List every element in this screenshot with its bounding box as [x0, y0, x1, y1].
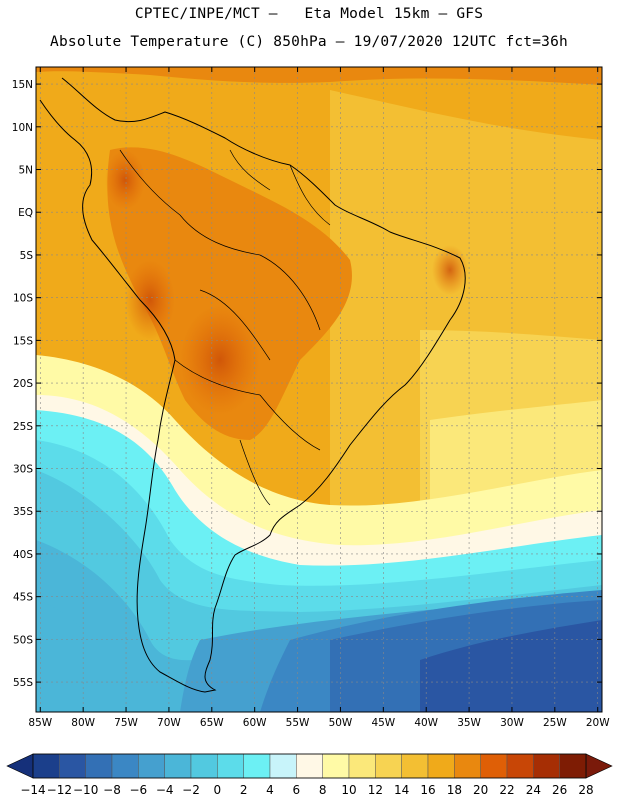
- latitude-axis: 15N 10N 5N EQ 5S 10S 15S 20S 25S 30S 35S 40S 45S 50S 5…: [12, 79, 602, 689]
- colorbar-label: 24: [526, 783, 541, 797]
- warm-north-coast: [36, 67, 602, 85]
- colorbar-label: −10: [73, 783, 98, 797]
- colorbar-label: 20: [473, 783, 488, 797]
- longitude-axis: 85W 80W 75W 70W 65W 60W 55W 50W 45W 40W 35W 30W 25W 2…: [28, 67, 610, 729]
- map-plot-area: [36, 67, 602, 712]
- colorbar-swatch: [59, 753, 86, 779]
- borders: [119, 149, 331, 506]
- lat-tick-label: 45S: [13, 592, 33, 604]
- band-blue-deeper: [420, 620, 602, 712]
- colorbar-label: 14: [394, 783, 409, 797]
- colorbar-swatch: [375, 753, 402, 779]
- colorbar-swatch: [506, 753, 534, 779]
- colorbar-label: −4: [156, 783, 174, 797]
- colorbar-swatch: [164, 753, 192, 779]
- lat-tick-label: 5N: [18, 165, 33, 177]
- land-warm-core: [107, 147, 352, 440]
- colorbar-swatch: [348, 753, 376, 779]
- colorbar-swatch: [138, 753, 165, 779]
- lat-tick-label: 10S: [13, 293, 33, 305]
- lat-tick-label: 35S: [13, 506, 33, 518]
- colorbar-swatch: [85, 753, 113, 779]
- colorbar-swatch: [32, 753, 60, 779]
- map-title-line-2: Absolute Temperature (C) 850hPa – 19/07/…: [50, 34, 568, 50]
- warm-blob-andes: [125, 260, 175, 340]
- colorbar-swatch: [111, 753, 139, 779]
- lon-tick-label: 60W: [243, 717, 267, 729]
- graticule: [36, 67, 602, 712]
- colorbar-swatch: [269, 753, 297, 779]
- map-title-line-1: CPTEC/INPE/MCT – Eta Model 15km – GFS: [134, 6, 484, 22]
- lat-tick-label: 25S: [13, 421, 33, 433]
- lat-tick-label: 40S: [13, 549, 33, 561]
- colorbar-label: 2: [240, 783, 248, 797]
- colorbar-label: 4: [266, 783, 274, 797]
- colorbar-swatch: [427, 753, 455, 779]
- colorbar-frame: [32, 753, 587, 779]
- colorbar-label: 16: [420, 783, 435, 797]
- lat-tick-label: 15N: [12, 79, 33, 91]
- colorbar-swatch: [322, 753, 350, 779]
- colorbar-label: 6: [293, 783, 301, 797]
- colorbar-swatch: [296, 753, 323, 779]
- lon-tick-label: 85W: [28, 717, 52, 729]
- lat-tick-label: 20S: [13, 378, 33, 390]
- colorbar-swatch: [454, 753, 481, 779]
- colorbar-label: −6: [129, 783, 147, 797]
- colorbar-over-arrow: [585, 753, 613, 779]
- colorbar-label: −8: [103, 783, 121, 797]
- lon-tick-label: 75W: [114, 717, 138, 729]
- lon-tick-label: 30W: [500, 717, 524, 729]
- colorbar-label: 28: [578, 783, 593, 797]
- colorbar-label: −12: [47, 783, 72, 797]
- lon-tick-label: 25W: [543, 717, 567, 729]
- lat-tick-label: 50S: [13, 634, 33, 646]
- colorbar-swatch: [533, 753, 560, 779]
- coastline: [39, 77, 466, 693]
- lon-tick-label: 50W: [329, 717, 353, 729]
- colorbar-label: 10: [341, 783, 356, 797]
- colorbar-swatch: [190, 753, 218, 779]
- lon-tick-label: 80W: [71, 717, 95, 729]
- colorbar-label: −2: [182, 783, 200, 797]
- colorbar-label: −14: [20, 783, 45, 797]
- colorbar-label: 22: [499, 783, 514, 797]
- colorbar-label: 12: [368, 783, 383, 797]
- colorbar: −14 −12 −10 −8 −6 −4 −2 0 2 4 6 8 10 12 14 16 18 20 22 24 26…: [6, 753, 613, 797]
- lon-tick-label: 55W: [286, 717, 310, 729]
- colorbar-label: 18: [447, 783, 462, 797]
- colorbar-label: 26: [552, 783, 567, 797]
- lon-tick-label: 45W: [371, 717, 395, 729]
- lat-tick-label: 30S: [13, 464, 33, 476]
- lat-tick-label: 55S: [13, 677, 33, 689]
- colorbar-swatch: [243, 753, 271, 779]
- warm-blob-east: [432, 245, 468, 295]
- colorbar-swatch: [401, 753, 429, 779]
- map-frame: [35, 66, 603, 713]
- colorbar-label: 0: [214, 783, 222, 797]
- lat-tick-label: 15S: [13, 335, 33, 347]
- warm-blob-north: [105, 150, 145, 210]
- lon-tick-label: 35W: [457, 717, 481, 729]
- lon-tick-label: 70W: [157, 717, 181, 729]
- colorbar-label: 8: [319, 783, 327, 797]
- lat-tick-label: 10N: [12, 122, 33, 134]
- lon-tick-label: 40W: [414, 717, 438, 729]
- colorbar-swatch: [480, 753, 508, 779]
- lat-tick-label: 5S: [20, 250, 34, 262]
- lon-tick-label: 20W: [586, 717, 610, 729]
- colorbar-under-arrow: [6, 753, 34, 779]
- lon-tick-label: 65W: [200, 717, 224, 729]
- warm-blob-center: [180, 305, 260, 415]
- colorbar-swatch: [559, 753, 587, 779]
- band-cold-west: [36, 600, 120, 712]
- lat-tick-label: EQ: [18, 207, 33, 219]
- colorbar-swatch: [217, 753, 244, 779]
